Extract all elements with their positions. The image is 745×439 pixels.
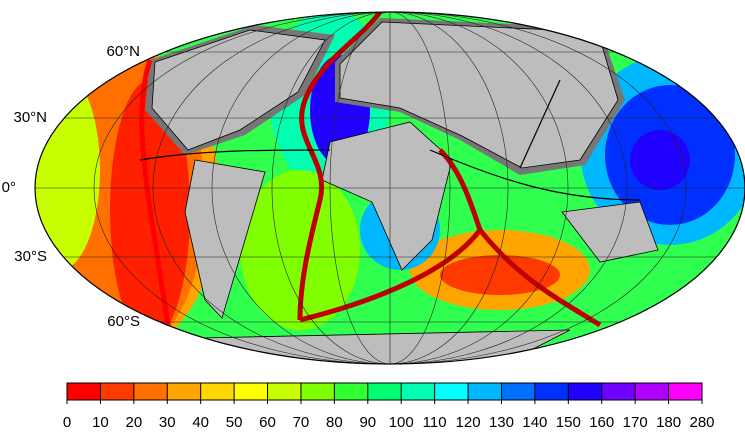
colorbar-tick-label: 140 (522, 414, 547, 431)
colorbar-bin (167, 383, 201, 400)
colorbar-tick-label: 120 (456, 414, 481, 431)
latitude-labels: 60°N 30°N 0° 30°S 60°S (2, 43, 140, 330)
colorbar-bin (601, 383, 636, 400)
colorbar-tick-label: 30 (159, 414, 176, 431)
colorbar-tick-label: 90 (359, 414, 376, 431)
latitude-label: 30°S (14, 248, 47, 265)
map-border (34, 11, 745, 365)
colorbar-bin (367, 383, 402, 400)
colorbar-tick-label: 50 (226, 414, 243, 431)
colorbar-tick-label: 170 (623, 414, 648, 431)
colorbar-bin (635, 383, 669, 400)
latitude-label: 0° (2, 179, 16, 196)
colorbar-bin (534, 383, 569, 400)
colorbar-bin (568, 383, 603, 400)
colorbar-tick-label: 20 (125, 414, 142, 431)
colorbar-tick-label: 40 (192, 414, 209, 431)
colorbar-tick-label: 80 (326, 414, 343, 431)
colorbar-tick-label: 130 (489, 414, 514, 431)
colorbar-tick-label: 160 (589, 414, 614, 431)
colorbar-tick-label: 70 (293, 414, 310, 431)
colorbar-tick-label: 100 (389, 414, 414, 431)
colorbar-tick-label: 0 (63, 414, 71, 431)
latitude-label: 30°N (13, 109, 47, 126)
colorbar-bin (468, 383, 502, 400)
colorbar-tick-label: 150 (556, 414, 581, 431)
colorbar-tick-label: 60 (259, 414, 276, 431)
colorbar-bin (300, 383, 335, 400)
colorbar-bin (67, 383, 101, 400)
colorbar-tick-label: 10 (92, 414, 109, 431)
colorbar-bin (100, 383, 135, 400)
colorbar-tick-label: 280 (689, 414, 714, 431)
colorbar-bin (234, 383, 268, 400)
colorbar-bin (434, 383, 469, 400)
latitude-label: 60°N (106, 43, 140, 60)
latitude-label: 60°S (107, 313, 140, 330)
colorbar-tick-label: 110 (423, 414, 447, 431)
colorbar-tick-label: 180 (656, 414, 681, 431)
colorbar-bin (401, 383, 435, 400)
colorbar-bin (267, 383, 302, 400)
colorbar: 0 10 20 30 40 50 60 70 80 90 100 110 120 130 140 150 160… (63, 382, 715, 431)
colorbar-bin (200, 383, 235, 400)
colorbar-bin (133, 383, 168, 400)
colorbar-bin (334, 383, 369, 400)
colorbar-bin (501, 383, 536, 400)
colorbar-bin (668, 383, 703, 400)
